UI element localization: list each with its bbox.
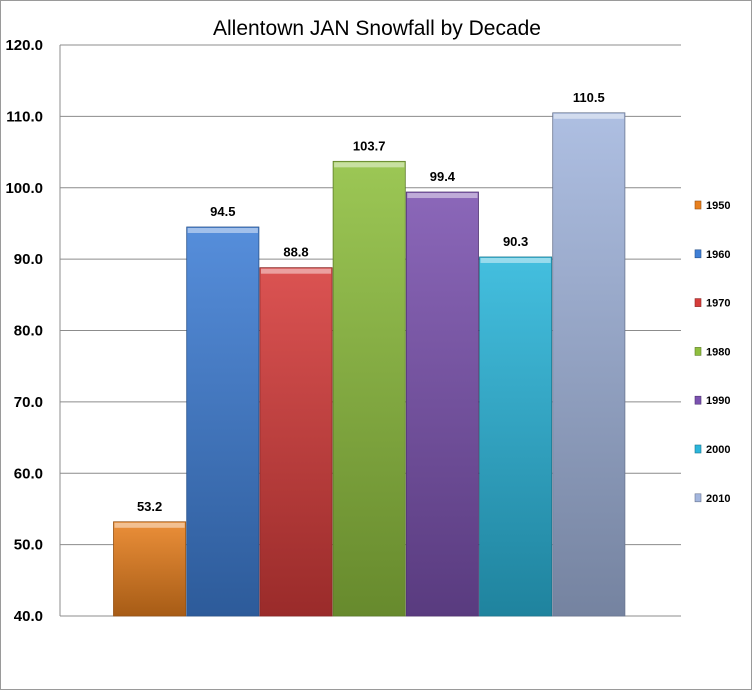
bar-highlight [407, 193, 478, 199]
y-tick-label: 80.0 [14, 323, 43, 340]
bar-highlight [334, 162, 405, 168]
data-label-1980: 103.7 [353, 138, 386, 153]
bar-1960 [186, 226, 260, 617]
legend-swatch-1980 [694, 347, 702, 356]
legend-swatch-1970 [694, 298, 702, 307]
y-tick-label: 50.0 [14, 537, 43, 554]
y-tick-label: 100.0 [5, 180, 43, 197]
legend: 1950 1960 1970 1980 1990 2000 2010 [694, 200, 730, 505]
y-tick-label: 90.0 [14, 251, 43, 268]
bar-highlight [480, 257, 551, 263]
y-tick-label: 70.0 [14, 394, 43, 411]
data-label-1990: 99.4 [430, 169, 456, 184]
data-labels: 53.2 94.5 88.8 103.7 99.4 90.3 110.5 [137, 90, 605, 514]
bar-highlight [553, 113, 624, 119]
legend-swatch-1990 [694, 395, 702, 405]
legend-label-1980: 1980 [706, 346, 730, 358]
legend-label-2010: 2010 [706, 493, 730, 505]
data-label-2010: 110.5 [573, 90, 605, 105]
legend-swatch-2000 [694, 444, 702, 454]
y-tick-label: 110.0 [6, 108, 43, 125]
bar-1980 [332, 160, 406, 617]
legend-label-2000: 2000 [706, 444, 730, 456]
y-tick-label: 40.0 [14, 608, 43, 625]
legend-label-1990: 1990 [706, 395, 730, 407]
legend-swatch-1950 [694, 200, 702, 210]
y-tick-label: 120.0 [5, 37, 43, 54]
bars [113, 112, 626, 617]
bar-2000 [479, 256, 553, 617]
data-label-2000: 90.3 [503, 234, 528, 249]
data-label-1970: 88.8 [283, 245, 308, 260]
bar-highlight [187, 228, 258, 234]
legend-label-1950: 1950 [706, 200, 730, 212]
bar-highlight [114, 522, 185, 528]
data-label-1950: 53.2 [137, 499, 162, 514]
bar-1970 [259, 267, 333, 617]
data-label-1960: 94.5 [210, 204, 235, 219]
legend-swatch-1960 [694, 249, 702, 259]
legend-label-1970: 1970 [706, 298, 730, 310]
y-axis-ticks: 40.0 50.0 60.0 70.0 80.0 90.0 100.0 110.0 120.0 [5, 37, 43, 625]
legend-label-1960: 1960 [706, 249, 730, 261]
bar-1990 [405, 191, 479, 617]
bar-highlight [260, 268, 332, 274]
legend-swatch-2010 [694, 493, 702, 503]
chart-title: Allentown JAN Snowfall by Decade [213, 17, 541, 40]
bar-2010 [552, 112, 626, 617]
y-tick-label: 60.0 [14, 465, 43, 482]
bar-1950 [113, 521, 187, 617]
